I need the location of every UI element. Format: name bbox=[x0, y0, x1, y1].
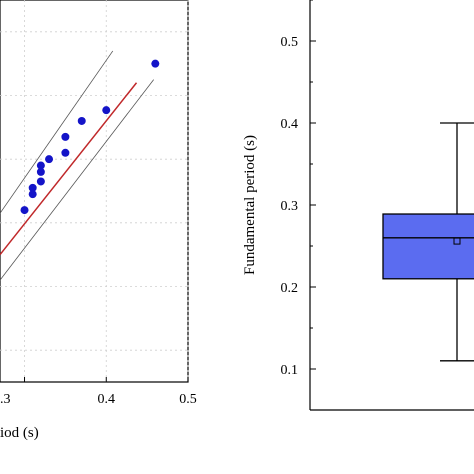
scatter-plot-frame bbox=[0, 0, 189, 383]
scatter-point bbox=[28, 183, 37, 192]
boxplot-y-tick-label: 0.5 bbox=[281, 35, 299, 50]
scatter-point bbox=[36, 167, 45, 176]
scatter-point bbox=[20, 206, 29, 215]
scatter-gridlines bbox=[0, 0, 189, 382]
scatter-point bbox=[151, 59, 160, 68]
scatter-point bbox=[102, 106, 111, 115]
scatter-point bbox=[61, 148, 70, 157]
boxplot-y-axis-label: Fundamental period (s) bbox=[242, 135, 258, 275]
scatter-points bbox=[20, 59, 160, 215]
scatter-panel: .3 0.4 0.5 iod (s) bbox=[0, 0, 197, 441]
lower-prediction-bound bbox=[0, 79, 154, 281]
boxplot-panel: 0.1 0.2 0.3 0.4 0.5 Fundamental period (s) bbox=[242, 0, 474, 411]
boxplot-y-tick-label: 0.3 bbox=[281, 199, 299, 214]
upper-prediction-bound bbox=[0, 50, 114, 214]
scatter-point bbox=[36, 161, 45, 170]
scatter-point bbox=[77, 116, 86, 125]
scatter-lines bbox=[0, 50, 154, 281]
boxplot-y-tick-label: 0.1 bbox=[281, 363, 299, 378]
scatter-point bbox=[28, 190, 37, 199]
boxplot-box bbox=[382, 213, 474, 280]
scatter-point bbox=[45, 155, 54, 164]
scatter-point bbox=[61, 132, 70, 141]
scatter-point bbox=[36, 177, 45, 186]
boxplot-y-ticks: 0.1 0.2 0.3 0.4 0.5 bbox=[281, 0, 316, 378]
scatter-x-tick-label: 0.5 bbox=[179, 392, 197, 407]
boxplot-y-tick-label: 0.2 bbox=[281, 281, 299, 296]
boxplot-y-tick-label: 0.4 bbox=[281, 117, 299, 132]
boxplot bbox=[382, 122, 474, 362]
scatter-x-axis-label: iod (s) bbox=[0, 425, 39, 441]
boxplot-mean-marker bbox=[453, 237, 461, 245]
scatter-x-tick-label: .3 bbox=[0, 392, 11, 407]
regression-fit-line bbox=[0, 82, 138, 256]
scatter-x-ticks: .3 0.4 0.5 bbox=[0, 377, 197, 407]
scatter-x-tick-label: 0.4 bbox=[98, 392, 116, 407]
